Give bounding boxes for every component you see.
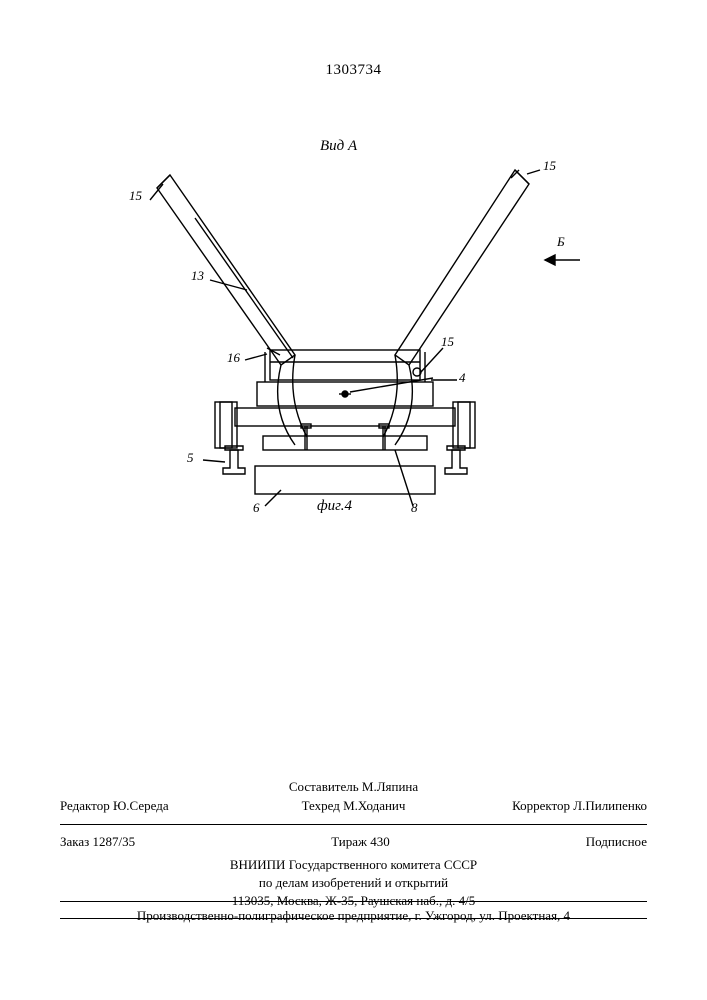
circulation: Тираж 430 <box>331 833 390 852</box>
view-label: Вид А <box>320 138 357 155</box>
figure-caption: фиг.4 <box>317 498 352 515</box>
editor: Редактор Ю.Середа <box>60 797 242 816</box>
callout-15a: 15 <box>543 158 556 174</box>
callout-13: 13 <box>191 268 204 284</box>
callout-4: 4 <box>459 370 466 386</box>
patent-number: 1303734 <box>326 62 382 79</box>
callout-15b: 15 <box>441 334 454 350</box>
org-line-2: по делам изобретений и открытий <box>60 874 647 892</box>
callout-8: 8 <box>411 500 418 516</box>
org-line-1: ВНИИПИ Государственного комитета СССР <box>60 856 647 874</box>
separator-1 <box>60 824 647 825</box>
callout-5: 5 <box>187 450 194 466</box>
callout-14: 15 <box>129 188 142 204</box>
compiler: Составитель М.Ляпина <box>289 779 418 794</box>
figure-4: Вид А фиг.4 15 13 15 15 16 4 5 6 8 Б <box>95 130 595 550</box>
callout-16: 16 <box>227 350 240 366</box>
arrow-label-b: Б <box>557 234 565 250</box>
techred: Техред М.Ходанич <box>262 797 444 816</box>
order-number: Заказ 1287/35 <box>60 833 135 852</box>
corrector: Корректор Л.Пилипенко <box>465 797 647 816</box>
footer: Производственно-полиграфическое предприя… <box>60 901 647 924</box>
callout-6: 6 <box>253 500 260 516</box>
subscription: Подписное <box>586 833 647 852</box>
